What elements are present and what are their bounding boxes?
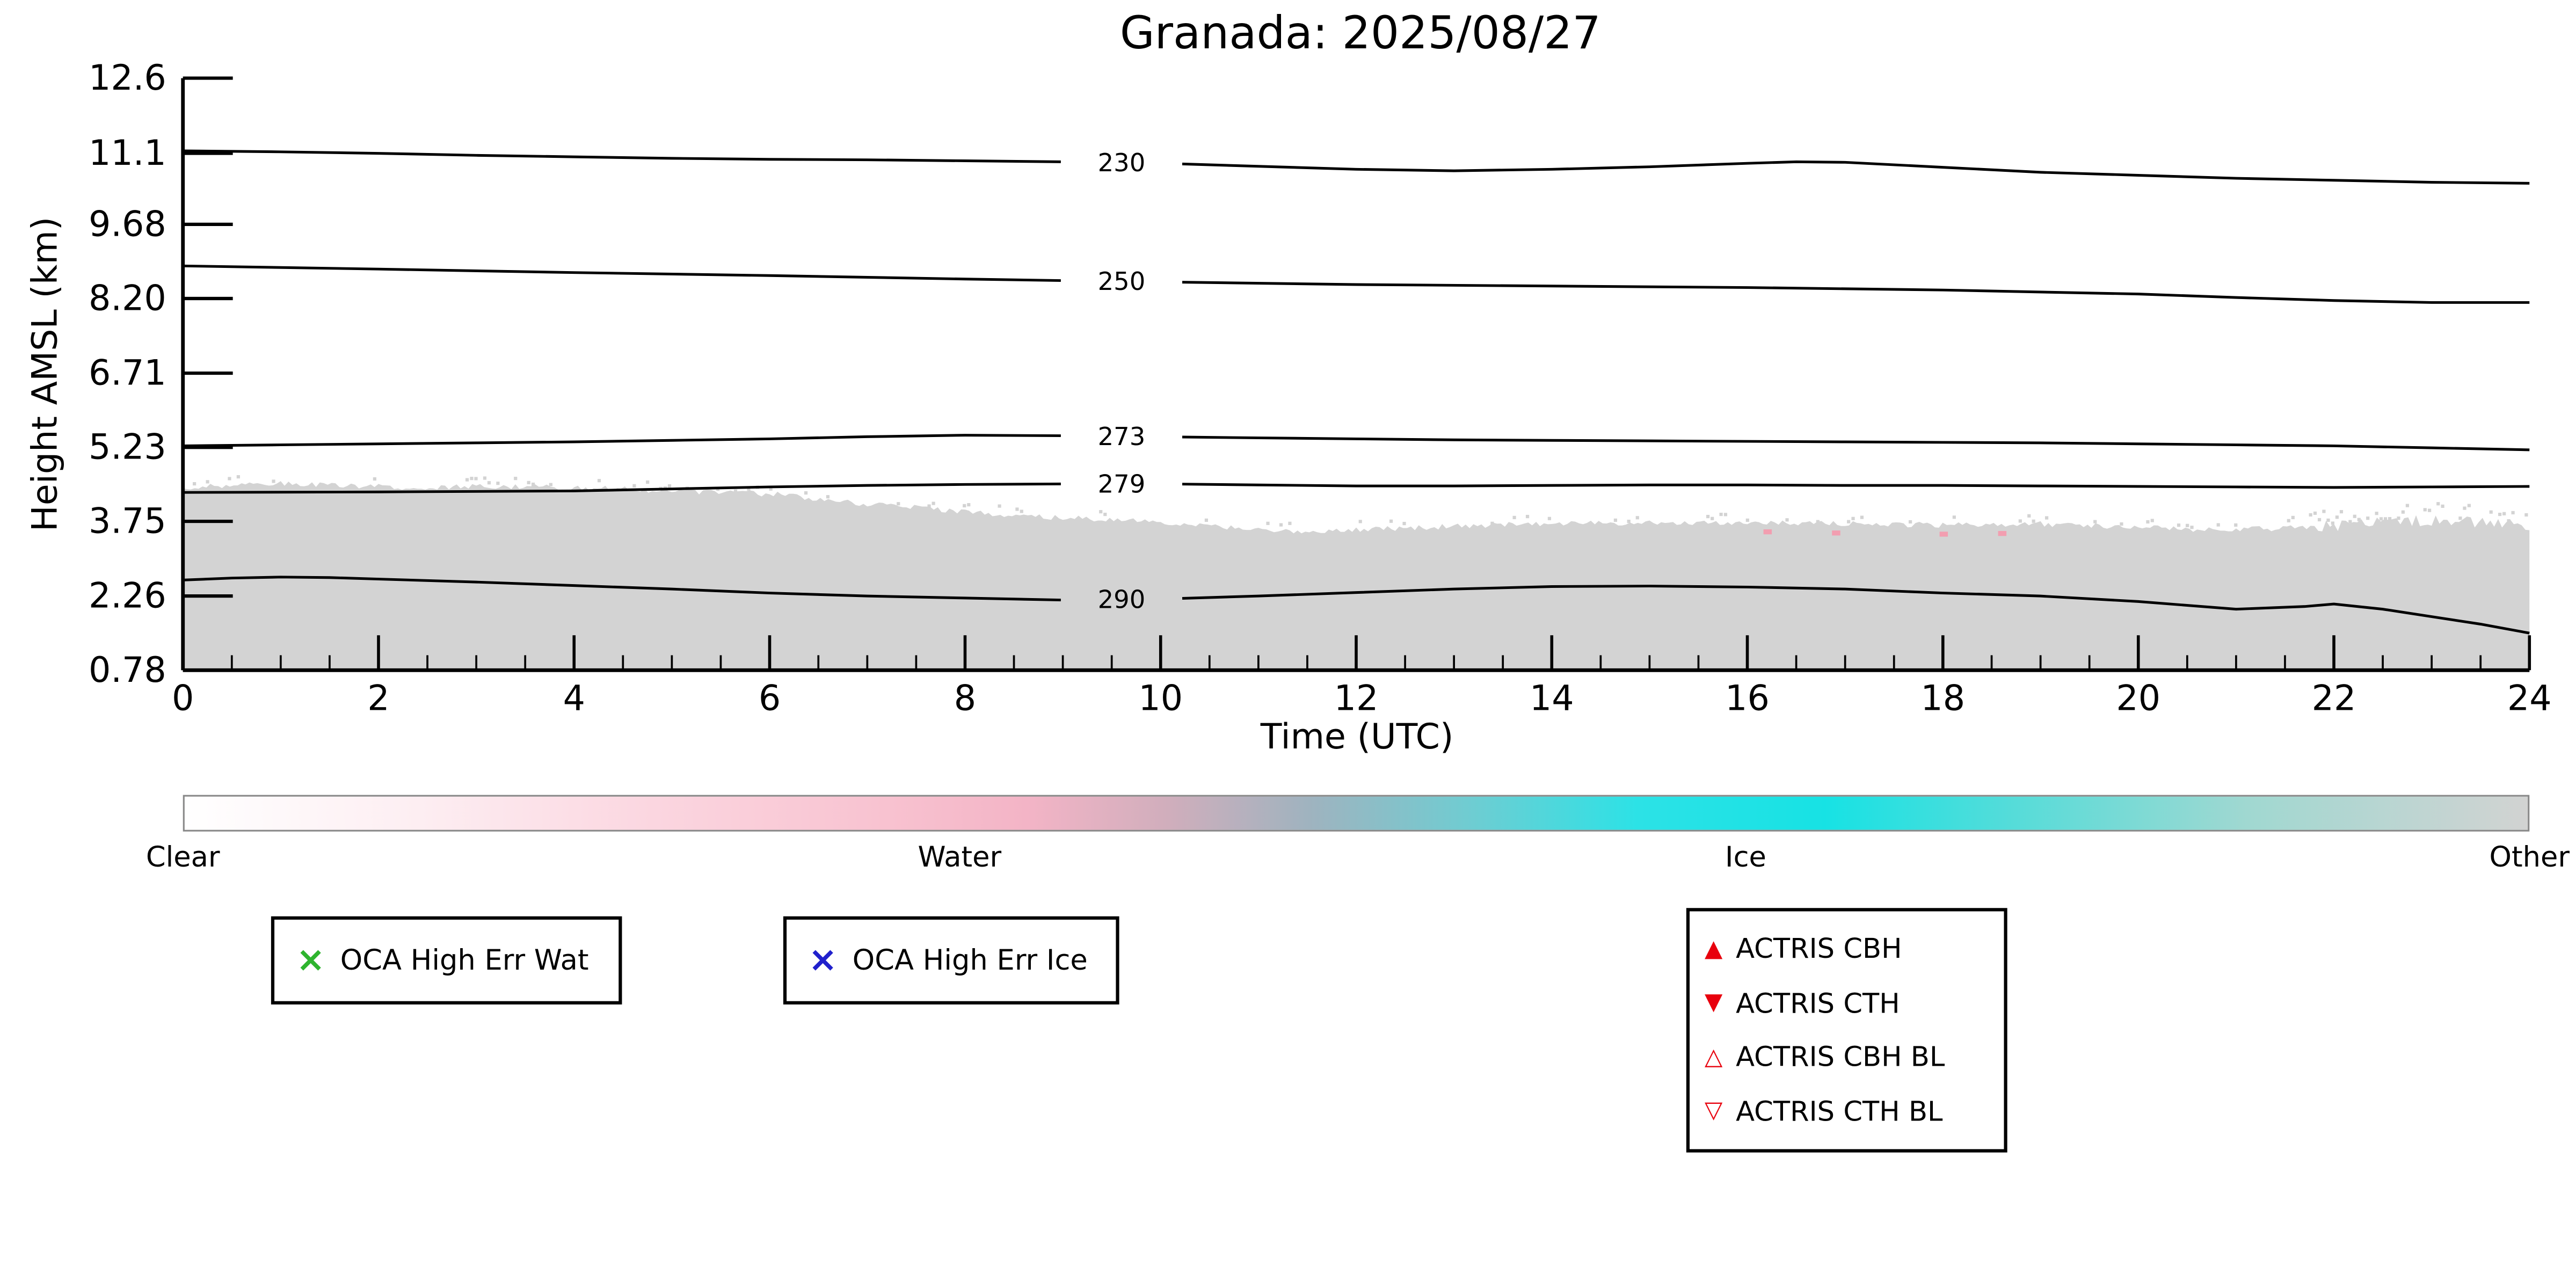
legend-label: ACTRIS CBH <box>1736 933 1902 965</box>
other-class-region <box>183 481 2530 671</box>
y-tick-label: 3.75 <box>89 501 166 542</box>
x-tick-label: 12 <box>1334 679 1379 719</box>
legend-row-actris-cbh: ▲ ACTRIS CBH <box>1705 934 2004 965</box>
water-class-speck <box>1763 529 1772 535</box>
x-marker-green-icon: × <box>296 940 325 980</box>
x-tick-label: 22 <box>2312 679 2356 719</box>
isotherm-line-250 <box>183 264 2530 304</box>
isotherm-line-230 <box>183 149 2530 185</box>
triangle-down-open-icon: ▽ <box>1704 1097 1723 1125</box>
phase-colorbar <box>183 795 2530 832</box>
x-tick-label: 18 <box>1920 679 1965 719</box>
chart-title: Granada: 2025/08/27 <box>1119 8 1601 60</box>
legend-label: OCA High Err Ice <box>852 943 1088 977</box>
legend-actris: ▲ ACTRIS CBH ▼ ACTRIS CTH △ ACTRIS CBH B… <box>1686 908 2007 1153</box>
water-class-speck <box>1832 530 1840 536</box>
y-tick-label: 6.71 <box>89 353 166 394</box>
colorbar-label-ice: Ice <box>1725 841 1766 875</box>
colorbar-label-water: Water <box>918 841 1002 875</box>
axes-layer: 0 2 4 6 8 10 12 14 16 18 20 22 240.782.263.755.236.7… <box>89 58 2552 719</box>
y-tick-label: 5.23 <box>89 427 166 468</box>
legend-label: ACTRIS CTH BL <box>1736 1095 1943 1127</box>
triangle-up-filled-icon: ▲ <box>1704 936 1723 963</box>
legend-label: ACTRIS CBH BL <box>1736 1041 1945 1073</box>
isotherm-contours-layer: 230 250 273 279 290 <box>183 148 2530 635</box>
y-tick-label: 12.6 <box>89 58 166 98</box>
water-class-speck <box>1939 532 1948 537</box>
isotherm-label-273: 273 <box>1098 422 1146 451</box>
colorbar-label-other: Other <box>2489 841 2570 875</box>
isotherm-line-290 <box>183 576 2530 635</box>
legend-oca-high-err-ice: × OCA High Err Ice <box>783 916 1119 1005</box>
colorbar-label-clear: Clear <box>145 841 220 875</box>
x-tick-label: 2 <box>367 679 389 719</box>
legend-oca-high-err-wat: × OCA High Err Wat <box>271 916 622 1005</box>
isotherm-label-230: 230 <box>1098 148 1146 177</box>
x-tick-label: 20 <box>2116 679 2160 719</box>
legend-label: ACTRIS CTH <box>1736 987 1900 1020</box>
y-tick-label: 9.68 <box>89 204 166 244</box>
triangle-down-filled-icon: ▼ <box>1704 989 1723 1017</box>
x-tick-label: 4 <box>563 679 585 719</box>
y-tick-label: 0.78 <box>89 650 166 690</box>
y-tick-label: 2.26 <box>89 576 166 616</box>
legend-row-actris-cth: ▼ ACTRIS CTH <box>1705 987 2004 1019</box>
isotherm-label-279: 279 <box>1098 469 1146 498</box>
isotherm-label-290: 290 <box>1098 585 1146 614</box>
x-tick-label: 16 <box>1725 679 1770 719</box>
x-axis-label: Time (UTC) <box>1260 717 1454 757</box>
x-tick-label: 10 <box>1138 679 1183 719</box>
x-tick-label: 6 <box>759 679 781 719</box>
y-tick-label: 11.1 <box>89 133 166 173</box>
triangle-up-open-icon: △ <box>1704 1044 1723 1071</box>
x-marker-blue-icon: × <box>808 940 838 980</box>
x-tick-label: 8 <box>954 679 976 719</box>
x-tick-label: 0 <box>172 679 194 719</box>
x-tick-label: 24 <box>2507 679 2552 719</box>
x-tick-label: 14 <box>1530 679 1574 719</box>
isotherm-line-273 <box>183 434 2530 452</box>
isotherm-label-250: 250 <box>1098 267 1146 296</box>
legend-label: OCA High Err Wat <box>340 943 589 977</box>
y-tick-label: 8.20 <box>89 279 166 319</box>
legend-row-actris-cbh-bl: △ ACTRIS CBH BL <box>1705 1042 2004 1073</box>
water-class-speck <box>1998 531 2007 536</box>
legend-row-actris-cth-bl: ▽ ACTRIS CTH BL <box>1705 1095 2004 1127</box>
isotherm-line-279 <box>183 482 2530 494</box>
